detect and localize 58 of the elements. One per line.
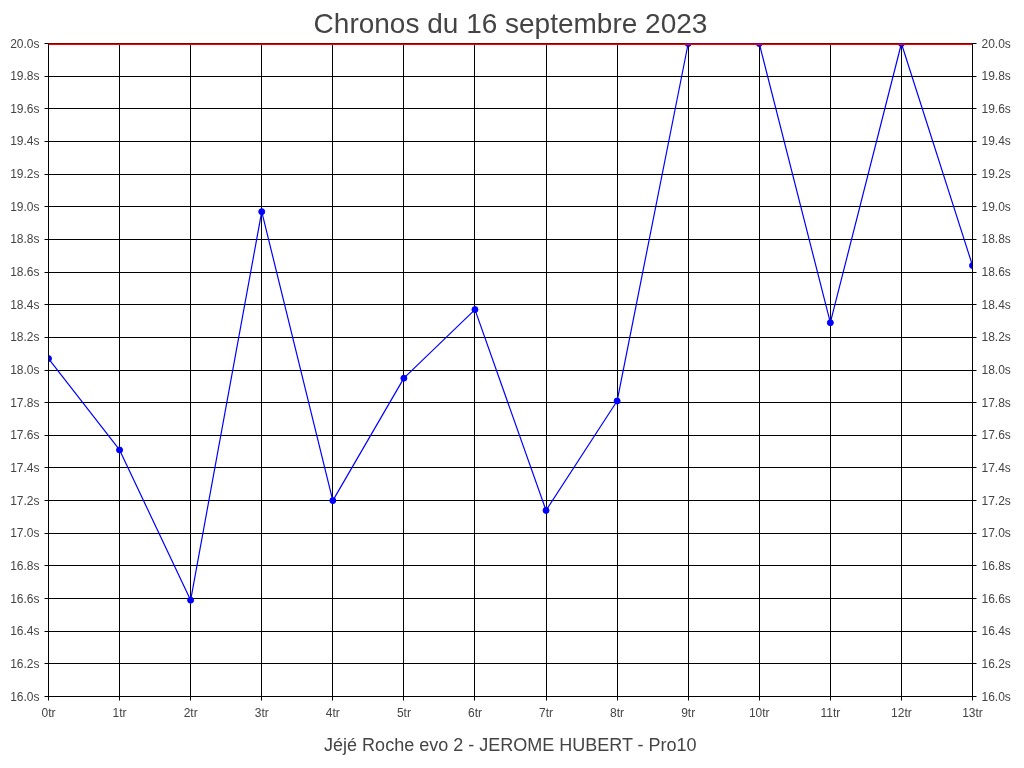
y2-tick-label: 18.6s bbox=[981, 265, 1011, 280]
y-tick-label: 17.2s bbox=[10, 493, 40, 508]
x-tick-label: 6tr bbox=[467, 705, 482, 720]
y-tick-label: 19.4s bbox=[10, 134, 40, 149]
y-tick-label: 19.6s bbox=[10, 101, 40, 116]
x-tick-label: 9tr bbox=[681, 705, 696, 720]
y-tick-label: 19.8s bbox=[10, 69, 40, 84]
y-tick-label: 16.0s bbox=[10, 689, 40, 704]
y-tick-label: 18.6s bbox=[10, 265, 40, 280]
y2-tick-label: 17.4s bbox=[981, 460, 1011, 475]
y2-tick-label: 17.0s bbox=[981, 526, 1011, 541]
chart-title: Chronos du 16 septembre 2023 bbox=[313, 7, 708, 39]
y-tick-label: 19.0s bbox=[10, 199, 40, 214]
y-tick-label: 18.8s bbox=[10, 232, 40, 247]
x-tick-label: 13tr bbox=[962, 705, 983, 720]
x-tick-label: 11tr bbox=[820, 705, 841, 720]
y-tick-label: 16.4s bbox=[10, 624, 40, 639]
x-tick-label: 4tr bbox=[325, 705, 340, 720]
x-tick-label: 5tr bbox=[396, 705, 411, 720]
y-tick-label: 17.4s bbox=[10, 460, 40, 475]
y2-tick-label: 19.4s bbox=[981, 134, 1011, 149]
y2-tick-label: 17.2s bbox=[981, 493, 1011, 508]
x-tick-label: 0tr bbox=[41, 705, 56, 720]
y-tick-label: 17.8s bbox=[10, 395, 40, 410]
x-tick-label: 3tr bbox=[254, 705, 269, 720]
y2-tick-label: 18.4s bbox=[981, 297, 1011, 312]
y2-tick-label: 16.2s bbox=[981, 656, 1011, 671]
y-tick-label: 17.0s bbox=[10, 526, 40, 541]
y2-tick-label: 16.8s bbox=[981, 558, 1011, 573]
y2-tick-label: 19.6s bbox=[981, 101, 1011, 116]
y-tick-label: 16.6s bbox=[10, 591, 40, 606]
y2-tick-label: 18.2s bbox=[981, 330, 1011, 345]
y2-tick-label: 19.8s bbox=[981, 69, 1011, 84]
text: Jéjé Roche evo 2 - JEROME HUBERT - Pro10 bbox=[324, 734, 697, 755]
y2-tick-label: 16.4s bbox=[981, 624, 1011, 639]
x-tick-label: 8tr bbox=[610, 705, 625, 720]
y-tick-label: 17.6s bbox=[10, 428, 40, 443]
y-tick-label: 19.2s bbox=[10, 167, 40, 182]
y-tick-label: 16.2s bbox=[10, 656, 40, 671]
x-tick-label: 2tr bbox=[183, 705, 198, 720]
x-tick-label: 12tr bbox=[891, 705, 912, 720]
y2-tick-label: 19.2s bbox=[981, 167, 1011, 182]
y2-tick-label: 20.0s bbox=[981, 36, 1011, 51]
y-tick-label: 16.8s bbox=[10, 558, 40, 573]
y2-tick-label: 18.0s bbox=[981, 363, 1011, 377]
y2-tick-label: 17.8s bbox=[981, 395, 1011, 410]
y-tick-label: 18.0s bbox=[10, 363, 40, 377]
y2-tick-label: 16.0s bbox=[981, 689, 1011, 704]
y-tick-label: 18.4s bbox=[10, 297, 40, 312]
y-tick-label: 20.0s bbox=[10, 36, 40, 51]
x-tick-label: 1tr bbox=[112, 705, 127, 720]
x-tick-label: 7tr bbox=[539, 705, 554, 720]
y2-tick-label: 17.6s bbox=[981, 428, 1011, 443]
y2-tick-label: 18.8s bbox=[981, 232, 1011, 247]
x-tick-label: 10tr bbox=[748, 705, 770, 720]
y2-tick-label: 16.6s bbox=[981, 591, 1011, 606]
y-tick-label: 18.2s bbox=[10, 330, 40, 345]
y2-tick-label: 19.0s bbox=[981, 199, 1011, 214]
